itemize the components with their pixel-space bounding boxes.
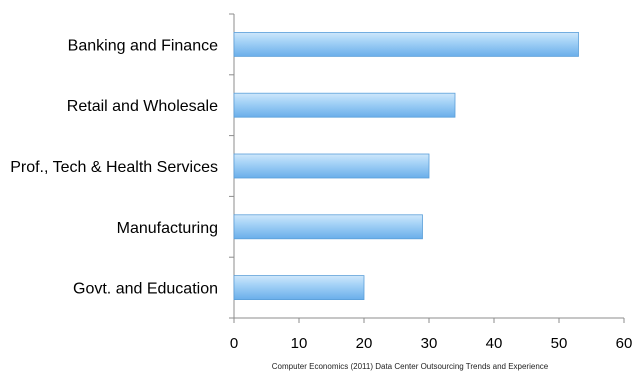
- bar: [233, 92, 456, 118]
- x-tick-label: 0: [230, 335, 238, 352]
- category-label: Banking and Finance: [68, 37, 218, 54]
- category-labels: Banking and Finance Retail and Wholesale P…: [10, 37, 218, 297]
- x-tick-label: 10: [291, 335, 308, 352]
- category-label: Govt. and Education: [73, 281, 218, 298]
- bar: [233, 214, 423, 240]
- category-label: Manufacturing: [117, 220, 218, 237]
- bars: [233, 32, 579, 301]
- x-tick-label: 30: [421, 335, 438, 352]
- x-tick-label: 60: [616, 335, 633, 352]
- x-tick-label: 50: [551, 335, 568, 352]
- category-label: Prof., Tech & Health Services: [10, 159, 218, 176]
- source-note: Computer Economics (2011) Data Center Ou…: [272, 362, 549, 371]
- category-label: Retail and Wholesale: [67, 98, 218, 115]
- bar: [233, 32, 579, 57]
- x-tick-label: 40: [486, 335, 503, 352]
- bar: [233, 275, 365, 301]
- x-tick-labels: 0 10 20 30 40 50 60: [230, 335, 633, 352]
- x-tick-label: 20: [356, 335, 373, 352]
- bar: [233, 153, 430, 179]
